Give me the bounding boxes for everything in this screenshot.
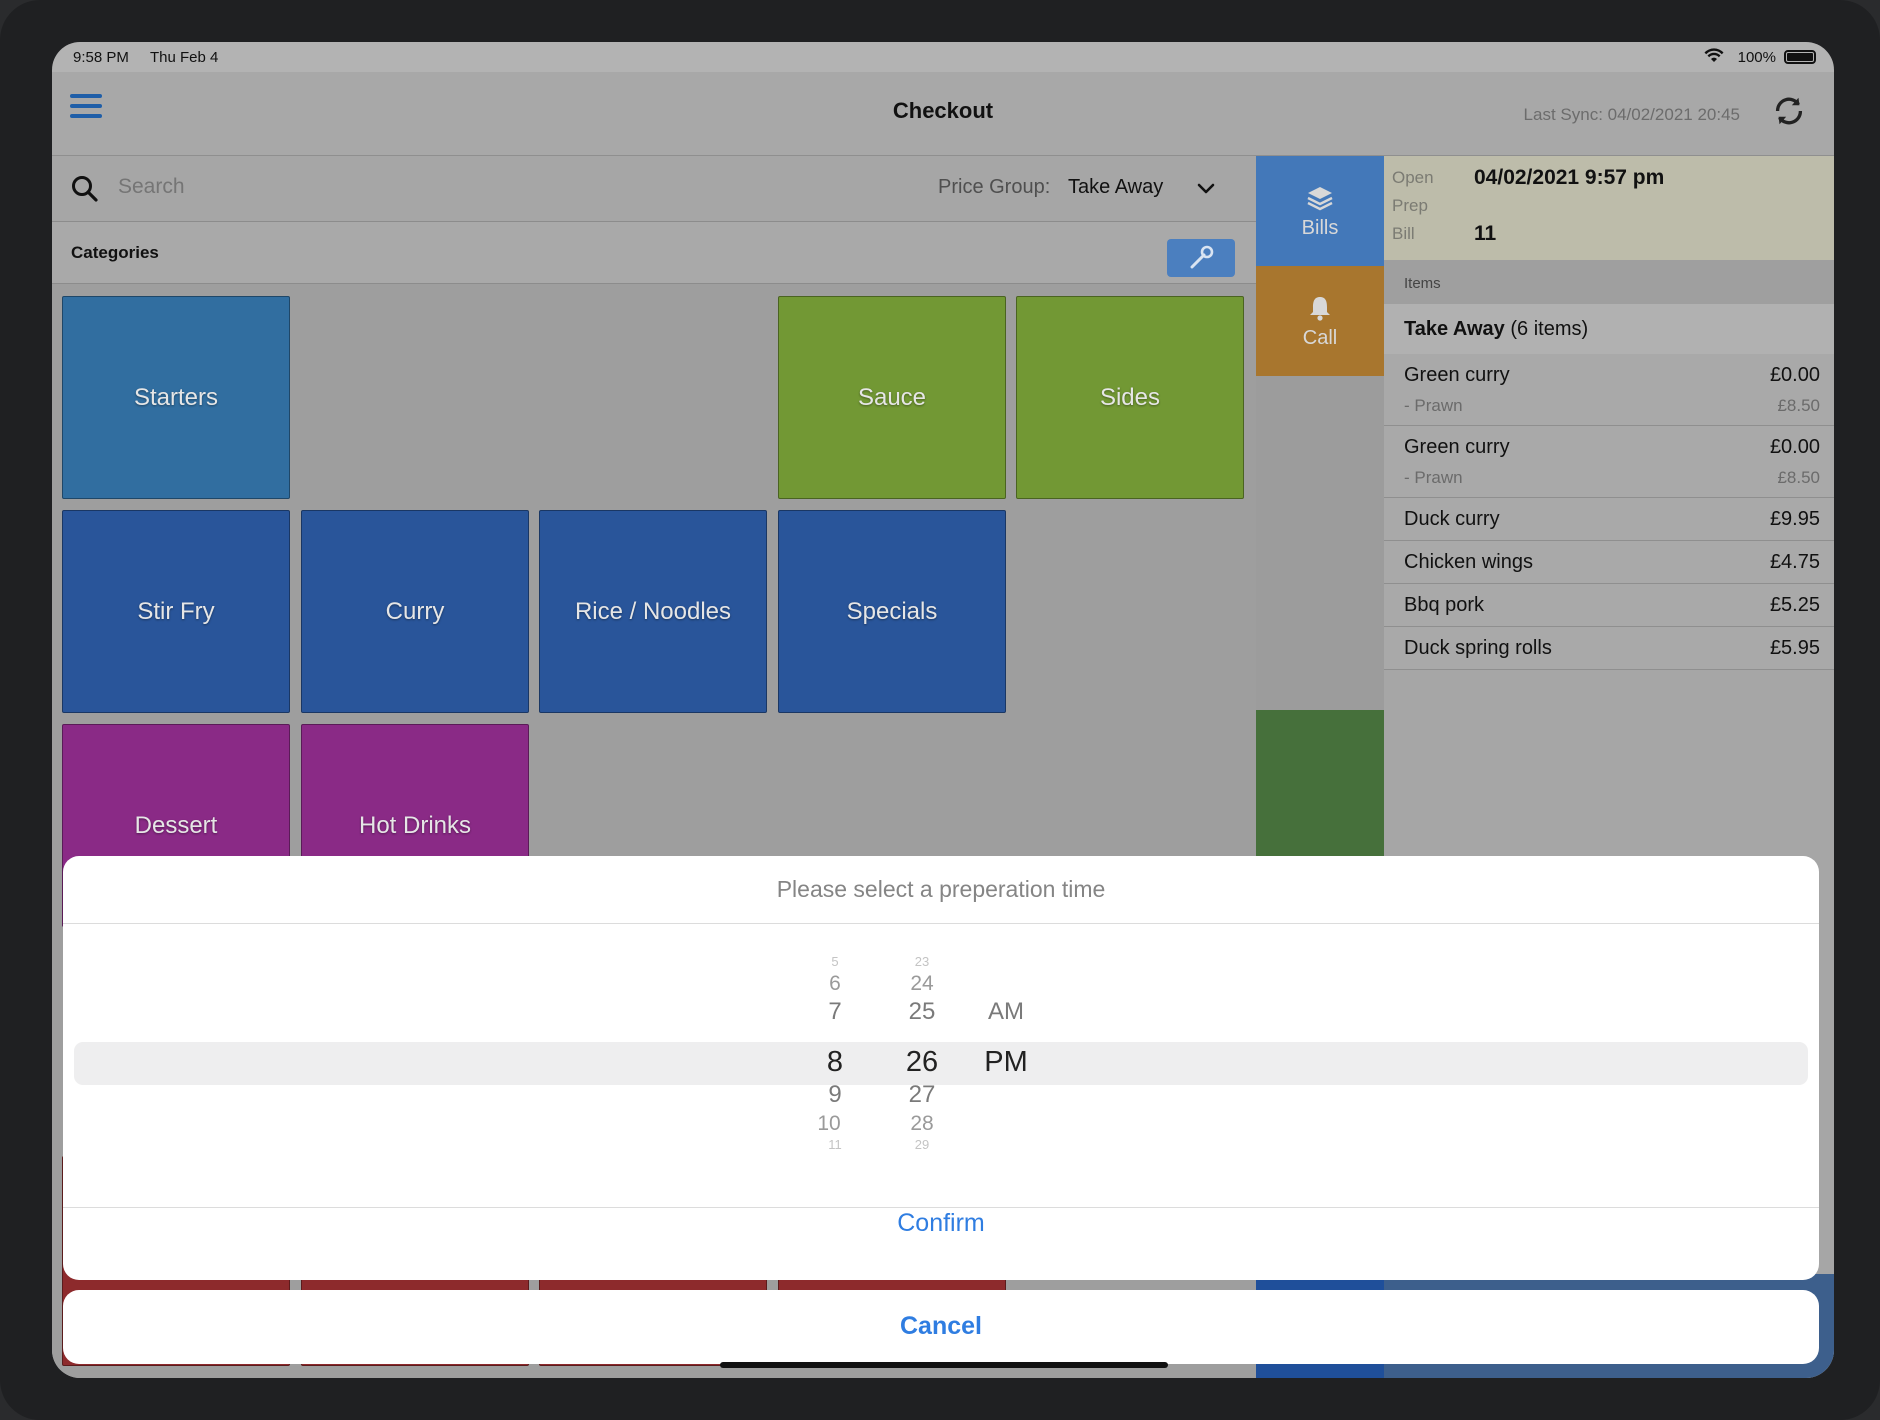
nav-bar: Checkout Last Sync: 04/02/2021 20:45 (52, 72, 1834, 156)
item-modifier: - Prawn (1404, 468, 1463, 487)
items-header: Items (1384, 260, 1834, 304)
item-name: Green curry (1404, 436, 1510, 458)
sync-icon[interactable] (1770, 92, 1808, 130)
divider (63, 923, 1819, 924)
item-price: £5.95 (1769, 637, 1820, 659)
wrench-icon (1190, 245, 1214, 269)
hour-option: 7 (828, 998, 842, 1025)
item-name: Duck spring rolls (1404, 637, 1552, 659)
status-time: 9:58 PM (73, 49, 129, 66)
bill-label: Bill (1392, 224, 1415, 243)
order-item-row[interactable]: Chicken wings £4.75 (1384, 541, 1834, 584)
minute-option: 29 (914, 1137, 930, 1152)
bills-button[interactable]: Bills (1256, 156, 1384, 266)
item-modifier-price: £8.50 (1777, 396, 1820, 415)
order-group[interactable]: Take Away (6 items) (1384, 304, 1834, 354)
item-price: £5.25 (1769, 594, 1820, 616)
order-item-row[interactable]: Duck curry £9.95 (1384, 498, 1834, 541)
hour-option: 11 (828, 1137, 842, 1152)
order-item-row[interactable]: Green curry £0.00 - Prawn £8.50 (1384, 354, 1834, 426)
bill-value: 11 (1474, 222, 1497, 245)
categories-label: Categories (71, 243, 159, 262)
item-price: £9.95 (1769, 508, 1820, 530)
wifi-icon (1704, 48, 1724, 62)
prep-time-sheet: Please select a preperation time 5 6 7 8… (63, 856, 1819, 1280)
minute-option: 28 (910, 1112, 934, 1135)
order-item-row[interactable]: Bbq pork £5.25 (1384, 584, 1834, 627)
category-tile-sides[interactable]: Sides (1016, 296, 1244, 499)
call-button[interactable]: Call (1256, 266, 1384, 376)
hamburger-menu-icon[interactable] (70, 94, 102, 122)
hour-option: 6 (829, 972, 841, 995)
search-input[interactable] (118, 175, 618, 199)
open-value: 04/02/2021 9:57 pm (1474, 166, 1665, 189)
item-name: Bbq pork (1404, 594, 1485, 616)
order-group-title: Take Away (6 items) (1404, 318, 1589, 340)
category-tile-sauce[interactable]: Sauce (778, 296, 1006, 499)
search-icon (72, 176, 98, 202)
hour-option: 10 (817, 1112, 841, 1135)
category-tile-starters[interactable]: Starters (62, 296, 290, 499)
confirm-button[interactable]: Confirm (897, 1209, 985, 1237)
item-modifier-price: £8.50 (1777, 468, 1820, 487)
picker-selection-band (74, 1042, 1808, 1085)
divider (63, 1207, 1819, 1208)
items-label: Items (1404, 275, 1441, 292)
minute-option: 27 (908, 1081, 936, 1108)
cancel-sheet: Cancel (63, 1290, 1819, 1364)
category-tile-curry[interactable]: Curry (301, 510, 529, 713)
page-title: Checkout (892, 98, 994, 123)
open-label: Open (1392, 168, 1434, 187)
price-group-select[interactable]: Take Away (1068, 176, 1164, 198)
prep-label: Prep (1392, 196, 1428, 215)
item-price: £0.00 (1769, 364, 1820, 386)
meridiem-selected: PM (984, 1046, 1028, 1078)
cancel-button[interactable]: Cancel (900, 1312, 982, 1340)
meridiem-option: AM (988, 998, 1024, 1025)
battery-icon (1784, 50, 1816, 64)
item-price: £4.75 (1769, 551, 1820, 573)
category-tile-rice-noodles[interactable]: Rice / Noodles (539, 510, 767, 713)
battery-percent: 100% (1737, 49, 1776, 66)
item-price: £0.00 (1769, 436, 1820, 458)
home-indicator[interactable] (720, 1362, 1168, 1368)
search-bar: Price Group: Take Away (52, 156, 1256, 222)
screen: 9:58 PM Thu Feb 4 100% Checkout Last Syn… (52, 42, 1834, 1378)
hour-option: 9 (828, 1081, 842, 1108)
item-modifier: - Prawn (1404, 396, 1463, 415)
item-name: Duck curry (1404, 508, 1500, 530)
order-header: Open 04/02/2021 9:57 pm Prep Bill 11 (1384, 156, 1834, 260)
item-name: Green curry (1404, 364, 1510, 386)
hour-selected: 8 (826, 1046, 844, 1078)
order-item-row[interactable]: Green curry £0.00 - Prawn £8.50 (1384, 426, 1834, 498)
bills-label: Bills (1301, 216, 1339, 239)
sheet-title: Please select a preperation time (776, 876, 1106, 902)
minute-option: 23 (914, 954, 930, 969)
status-date: Thu Feb 4 (150, 49, 219, 66)
item-name: Chicken wings (1404, 551, 1533, 573)
order-item-row[interactable]: Duck spring rolls £5.95 (1384, 627, 1834, 670)
status-bar: 9:58 PM Thu Feb 4 100% (52, 42, 1834, 72)
chevron-down-icon[interactable] (1195, 178, 1217, 200)
price-group-label: Price Group: (938, 176, 1051, 198)
layers-icon (1307, 186, 1333, 210)
minute-option: 25 (908, 998, 936, 1025)
bell-icon (1310, 296, 1330, 321)
category-tile-stir-fry[interactable]: Stir Fry (62, 510, 290, 713)
categories-header: Categories (52, 222, 1256, 284)
call-label: Call (1302, 326, 1338, 349)
hour-option: 5 (831, 954, 839, 969)
category-tile-specials[interactable]: Specials (778, 510, 1006, 713)
last-sync-text: Last Sync: 04/02/2021 20:45 (1523, 105, 1740, 124)
minute-option: 24 (910, 972, 934, 995)
minute-selected: 26 (905, 1046, 939, 1078)
edit-categories-button[interactable] (1167, 239, 1235, 277)
